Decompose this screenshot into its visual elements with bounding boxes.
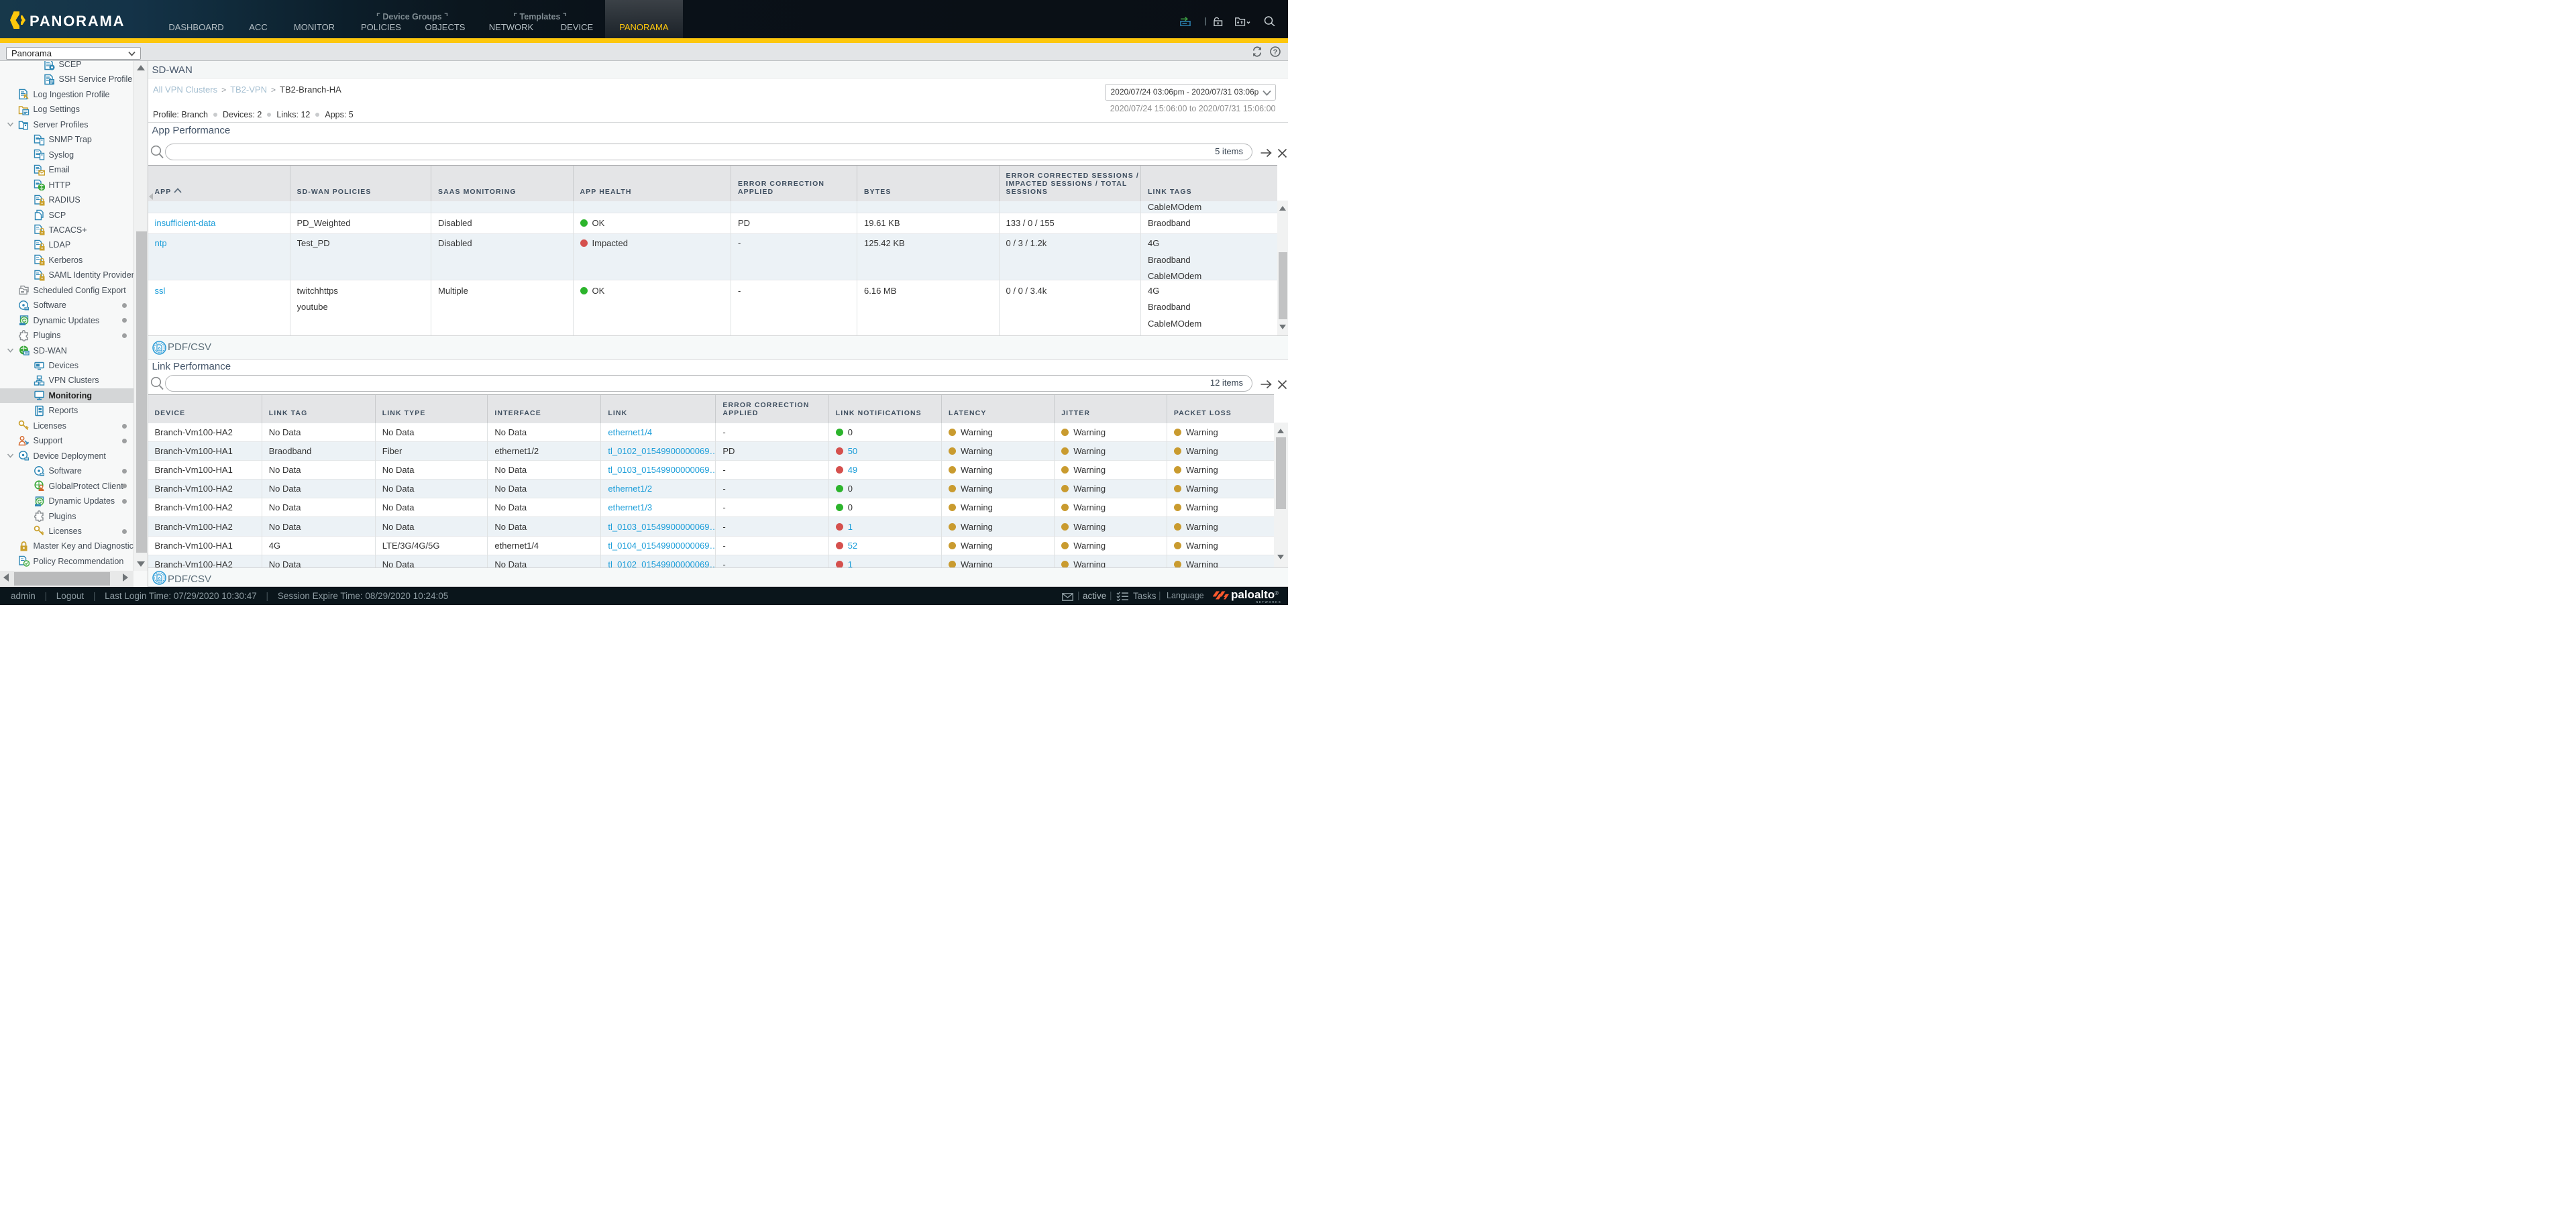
svg-text:?: ?	[1273, 48, 1277, 56]
